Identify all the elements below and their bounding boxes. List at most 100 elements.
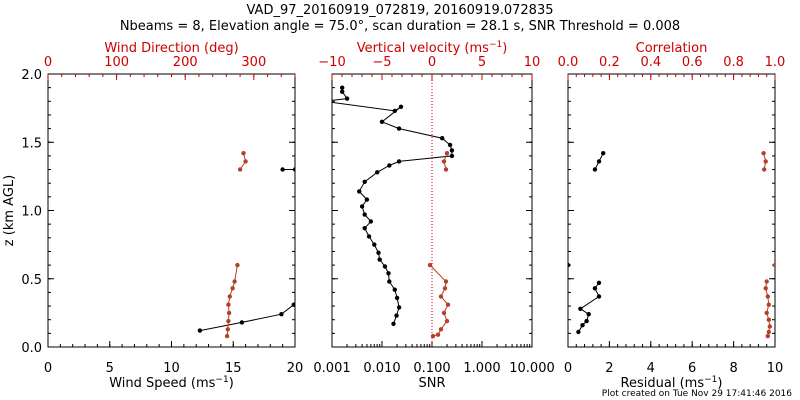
data-point xyxy=(394,313,399,318)
data-point xyxy=(772,262,775,268)
data-point xyxy=(449,148,455,153)
data-point xyxy=(596,159,602,164)
x-axis-label: Wind Speed (ms−1) xyxy=(109,375,234,391)
x-axis-label-close: ) xyxy=(717,376,722,391)
y-tick-label: 1.5 xyxy=(21,136,42,151)
top-tick-label: 0.0 xyxy=(558,55,579,70)
data-point xyxy=(386,271,391,276)
data-point xyxy=(764,310,769,316)
data-point xyxy=(392,108,397,114)
top-tick-label: 10 xyxy=(524,55,541,70)
data-point xyxy=(396,159,402,164)
data-point xyxy=(291,302,295,307)
data-point xyxy=(368,219,374,224)
data-point xyxy=(592,167,598,172)
top-axis-label-text: Correlation xyxy=(636,41,708,56)
x-axis-label-text: Residual xyxy=(621,376,680,391)
data-point xyxy=(596,280,602,285)
data-point xyxy=(227,294,232,299)
data-point xyxy=(576,329,581,335)
top-axis-label-text: Vertical velocity xyxy=(357,41,465,56)
x-axis-label-exponent: −1 xyxy=(215,375,228,385)
data-point xyxy=(377,257,382,262)
figure-subtitle: Nbeams = 8, Elevation angle = 75.0°, sca… xyxy=(120,19,680,34)
data-point xyxy=(366,234,372,239)
data-point xyxy=(225,327,230,332)
data-point xyxy=(763,286,768,291)
x-tick-label: 1.000 xyxy=(463,361,500,376)
series-line xyxy=(429,264,449,337)
data-point xyxy=(230,286,235,291)
data-point xyxy=(592,286,598,291)
x-tick-label: 15 xyxy=(225,361,242,376)
panel-middle: 0.001 0.010 0.100 1.000 10.000 −10 −5 0 5 10 SNR Ve… xyxy=(313,40,554,391)
data-point xyxy=(237,167,243,172)
data-point xyxy=(764,279,769,284)
x-tick-label: 0 xyxy=(44,361,52,376)
x-tick-label: 2 xyxy=(605,361,613,376)
data-point xyxy=(596,294,602,299)
data-point xyxy=(763,159,768,164)
series-line xyxy=(199,304,295,332)
data-point xyxy=(357,189,362,194)
x-tick-label: 10 xyxy=(163,361,180,376)
data-point xyxy=(443,279,449,284)
x-axis-label: Residual (ms−1) xyxy=(621,375,723,391)
y-tick-label: 0.0 xyxy=(21,341,42,356)
data-point xyxy=(438,327,444,332)
data-point xyxy=(292,167,295,172)
data-point xyxy=(762,167,767,172)
top-tick-label: −5 xyxy=(372,55,391,70)
top-tick-label: 0 xyxy=(44,55,52,70)
data-point xyxy=(379,119,385,125)
data-point xyxy=(765,294,770,299)
x-tick-label: 10 xyxy=(767,361,784,376)
data-point xyxy=(435,332,441,337)
x-tick-label: 0.010 xyxy=(363,361,400,376)
data-point xyxy=(766,329,771,335)
top-tick-label: 0.4 xyxy=(640,55,661,70)
data-point xyxy=(226,310,232,316)
data-point xyxy=(447,142,453,148)
x-axis-label-close: ) xyxy=(229,376,234,391)
data-point xyxy=(443,167,449,172)
data-point xyxy=(568,262,571,268)
data-point xyxy=(584,318,589,324)
data-point xyxy=(375,170,380,175)
data-point xyxy=(392,287,397,292)
data-point xyxy=(580,323,585,328)
data-layer xyxy=(568,151,775,339)
x-tick-label: 0.100 xyxy=(413,361,450,376)
x-tick-label: 8 xyxy=(729,361,737,376)
x-tick-label: 0 xyxy=(564,361,572,376)
data-point xyxy=(364,197,370,202)
data-point xyxy=(398,104,404,110)
data-point xyxy=(362,212,367,217)
x-axis-label-text: Wind Speed xyxy=(109,376,191,391)
x-axis-label: SNR xyxy=(418,376,445,391)
data-point xyxy=(396,126,402,131)
data-point xyxy=(766,302,771,307)
data-point xyxy=(362,179,367,184)
top-axis-label: Correlation xyxy=(636,41,708,56)
data-point xyxy=(427,262,433,268)
data-point xyxy=(340,85,345,90)
x-axis-label-unit: (ms xyxy=(191,376,216,391)
y-tick-label: 0.5 xyxy=(21,273,42,288)
data-point xyxy=(382,264,388,269)
data-point xyxy=(344,96,350,101)
x-tick-label: 5 xyxy=(106,361,114,376)
data-point xyxy=(765,333,770,339)
data-layer xyxy=(197,151,295,339)
data-point xyxy=(359,204,365,209)
data-point xyxy=(444,151,450,156)
data-point xyxy=(241,151,246,156)
data-point xyxy=(226,302,231,307)
top-tick-label: 0 xyxy=(428,55,436,70)
data-point xyxy=(279,312,284,317)
data-point xyxy=(226,318,231,324)
data-point xyxy=(197,328,203,333)
top-tick-label: 1.0 xyxy=(765,55,786,70)
